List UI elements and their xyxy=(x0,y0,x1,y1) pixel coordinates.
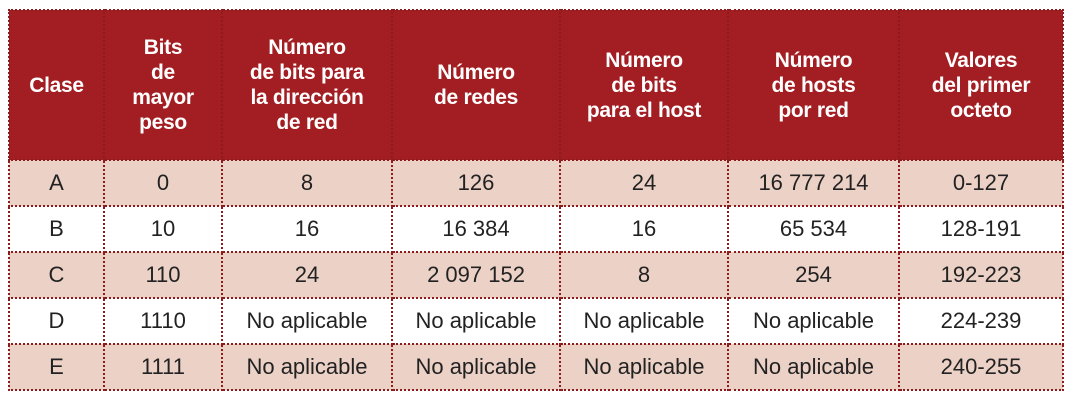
table-cell: 8 xyxy=(221,159,393,207)
header-numero-redes: Número de redes xyxy=(391,9,561,161)
ip-classes-table-container: Clase Bits de mayor peso Número de bits … xyxy=(8,9,1064,391)
table-cell: No aplicable xyxy=(391,297,561,345)
table-cell: 224-239 xyxy=(898,297,1064,345)
table-cell: No aplicable xyxy=(727,297,900,345)
table-cell: E xyxy=(8,343,105,391)
table-cell: 126 xyxy=(391,159,561,207)
header-bits-mayor-peso: Bits de mayor peso xyxy=(103,9,223,161)
table-row: B 10 16 16 384 16 65 534 128-191 xyxy=(8,205,1064,253)
table-cell: D xyxy=(8,297,105,345)
table-cell: No aplicable xyxy=(559,297,729,345)
table-cell: 24 xyxy=(221,251,393,299)
table-row: E 1111 No aplicable No aplicable No apli… xyxy=(8,343,1064,391)
table-cell: 16 777 214 xyxy=(727,159,900,207)
table-cell: B xyxy=(8,205,105,253)
header-row: Clase Bits de mayor peso Número de bits … xyxy=(8,9,1064,161)
table-row: A 0 8 126 24 16 777 214 0-127 xyxy=(8,159,1064,207)
header-bits-red: Número de bits para la dirección de red xyxy=(221,9,393,161)
table-row: D 1110 No aplicable No aplicable No apli… xyxy=(8,297,1064,345)
header-bits-host: Número de bits para el host xyxy=(559,9,729,161)
table-cell: 1110 xyxy=(103,297,223,345)
table-cell: C xyxy=(8,251,105,299)
table-header: Clase Bits de mayor peso Número de bits … xyxy=(8,9,1064,161)
table-cell: 254 xyxy=(727,251,900,299)
table-row: C 110 24 2 097 152 8 254 192-223 xyxy=(8,251,1064,299)
table-cell: 8 xyxy=(559,251,729,299)
table-cell: 128-191 xyxy=(898,205,1064,253)
table-cell: 110 xyxy=(103,251,223,299)
table-cell: 0 xyxy=(103,159,223,207)
table-cell: A xyxy=(8,159,105,207)
header-clase: Clase xyxy=(8,9,105,161)
table-cell: No aplicable xyxy=(221,297,393,345)
header-hosts-por-red: Número de hosts por red xyxy=(727,9,900,161)
table-cell: 65 534 xyxy=(727,205,900,253)
table-cell: No aplicable xyxy=(727,343,900,391)
ip-classes-table: Clase Bits de mayor peso Número de bits … xyxy=(8,9,1064,391)
table-cell: 24 xyxy=(559,159,729,207)
table-cell: 2 097 152 xyxy=(391,251,561,299)
table-cell: No aplicable xyxy=(221,343,393,391)
table-cell: 0-127 xyxy=(898,159,1064,207)
table-cell: 16 xyxy=(559,205,729,253)
table-cell: No aplicable xyxy=(391,343,561,391)
table-cell: 1111 xyxy=(103,343,223,391)
table-cell: 10 xyxy=(103,205,223,253)
table-cell: No aplicable xyxy=(559,343,729,391)
header-primer-octeto: Valores del primer octeto xyxy=(898,9,1064,161)
table-cell: 16 xyxy=(221,205,393,253)
table-cell: 192-223 xyxy=(898,251,1064,299)
table-cell: 16 384 xyxy=(391,205,561,253)
table-cell: 240-255 xyxy=(898,343,1064,391)
table-body: A 0 8 126 24 16 777 214 0-127 B 10 16 16… xyxy=(8,159,1064,391)
